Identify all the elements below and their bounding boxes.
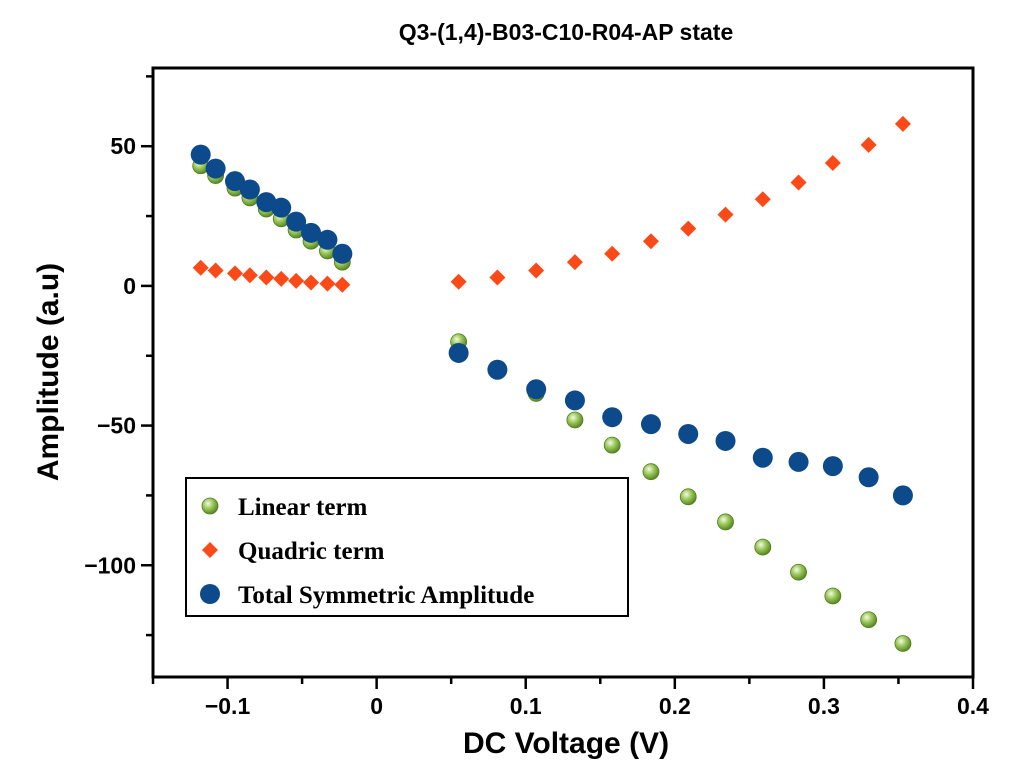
data-point (192, 259, 209, 276)
data-point (190, 144, 211, 165)
legend-marker (200, 584, 220, 604)
data-point (860, 136, 877, 153)
data-point (303, 274, 320, 291)
data-point (487, 359, 508, 380)
data-point (894, 635, 912, 652)
data-point (489, 269, 506, 286)
data-point (824, 587, 842, 605)
data-point (642, 463, 660, 481)
data-point (564, 390, 585, 411)
data-point (301, 222, 322, 243)
data-point (258, 269, 275, 286)
legend-label: Quadric term (238, 538, 385, 565)
x-tick-label: 0 (370, 693, 383, 719)
data-point (239, 179, 260, 200)
data-point (319, 275, 336, 292)
data-point (754, 538, 772, 556)
data-point (640, 414, 661, 435)
x-tick-label: 0.2 (659, 693, 691, 719)
series-quadric-term (192, 115, 911, 293)
data-point (754, 191, 771, 208)
data-point (680, 220, 697, 237)
y-tick-label: 0 (123, 273, 136, 299)
data-point (717, 206, 734, 223)
data-point (286, 211, 307, 232)
y-axis: 50 0 −50 −100 (84, 75, 153, 637)
x-axis: −0.1 0 0.1 0.2 0.3 0.4 (151, 677, 989, 719)
data-point (642, 233, 659, 250)
data-point (241, 267, 258, 284)
data-point (679, 488, 697, 506)
data-point (858, 467, 879, 488)
data-point (526, 379, 547, 400)
legend-box (185, 477, 629, 617)
data-point (603, 436, 621, 454)
data-point (860, 611, 878, 629)
x-tick-label: 0.3 (808, 693, 840, 719)
legend-label: Linear term (238, 494, 368, 521)
data-point (892, 485, 913, 506)
data-point (678, 423, 699, 444)
y-tick-label: −100 (84, 552, 136, 578)
data-point (788, 451, 809, 472)
data-point (894, 115, 911, 132)
plot-frame (151, 66, 975, 679)
data-point (790, 174, 807, 191)
y-tick-label: −50 (97, 413, 136, 439)
data-point (271, 197, 292, 218)
series-total-symmetric-amplitude (190, 144, 913, 506)
data-points (190, 115, 913, 652)
data-point (207, 262, 224, 279)
data-point (332, 243, 353, 264)
data-point (604, 245, 621, 262)
data-point (288, 272, 305, 289)
y-tick-label: 50 (110, 133, 136, 159)
data-point (717, 513, 734, 531)
chart-title: Q3-(1,4)-B03-C10-R04-AP state (399, 19, 733, 45)
data-point (790, 563, 807, 581)
data-point (566, 411, 584, 429)
data-point (528, 262, 545, 279)
legend-marker (201, 497, 219, 515)
data-point (822, 456, 843, 477)
data-point (334, 276, 351, 293)
x-tick-label: 0.1 (510, 693, 542, 719)
data-point (566, 254, 583, 271)
x-axis-label: DC Voltage (V) (463, 727, 669, 760)
data-point (602, 407, 623, 428)
data-point (205, 158, 226, 179)
data-point (715, 430, 736, 451)
x-tick-label: −0.1 (205, 693, 251, 719)
data-point (824, 154, 841, 171)
data-point (273, 270, 290, 287)
data-point (752, 447, 773, 468)
y-axis-label: Amplitude (a.u) (32, 263, 65, 481)
data-point (227, 265, 243, 282)
data-point (317, 229, 338, 250)
legend-label: Total Symmetric Amplitude (238, 582, 534, 609)
data-point (448, 342, 469, 363)
data-point (450, 273, 467, 290)
legend-marker (202, 542, 218, 558)
x-tick-label: 0.4 (957, 693, 989, 719)
legend: Linear term Quadric term Total Symmetric A… (185, 477, 629, 617)
data-point (225, 171, 245, 192)
